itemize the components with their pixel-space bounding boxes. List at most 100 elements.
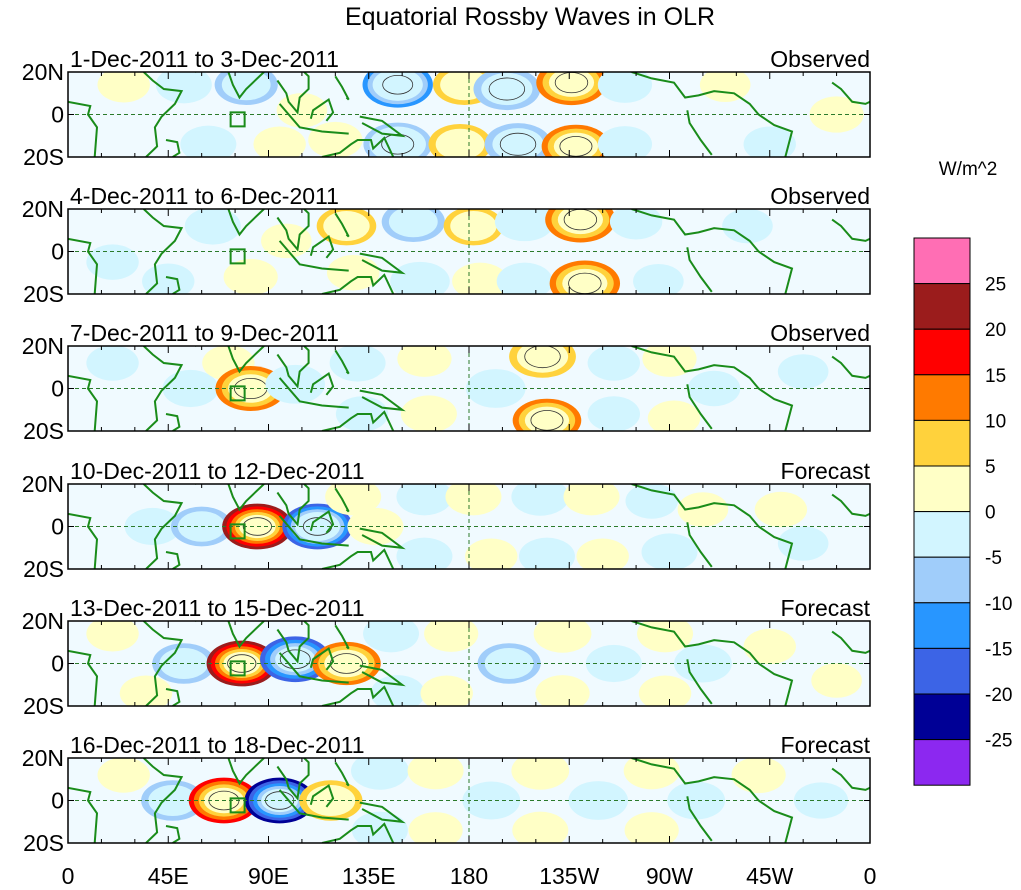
coast-1 (68, 374, 99, 431)
anomaly-blob-8 (396, 537, 453, 569)
coast-12 (686, 384, 713, 430)
anomaly-blob-18 (754, 491, 808, 528)
x-tick-label: 45W (746, 863, 794, 889)
coast-8 (334, 349, 350, 375)
panel-type-label: Observed (770, 183, 870, 209)
coast-9 (359, 664, 406, 687)
panel-period-label: 4-Dec-2011 to 6-Dec-2011 (70, 183, 339, 209)
coast-10 (321, 548, 395, 569)
coast-8 (334, 624, 350, 650)
anomaly-blob-12 (512, 811, 569, 843)
anomaly-blob-16 (647, 400, 701, 431)
coast-1 (68, 786, 99, 843)
coast-13 (831, 81, 870, 105)
anomaly-blob-7 (326, 255, 380, 291)
y-tick-label: 0 (51, 376, 64, 402)
anomaly-blob-13 (587, 346, 640, 381)
coast-6 (278, 103, 349, 135)
panel-type-label: Observed (770, 320, 870, 346)
anomaly-blob-16 (641, 533, 698, 569)
panel-period-label: 10-Dec-2011 to 12-Dec-2011 (70, 458, 365, 484)
anomaly-blob-16 (638, 675, 692, 706)
panel-5: 20N 0 20S 13-Dec-2011 to 15-Dec-2011 Forecas… (22, 595, 871, 719)
anomaly-blob-14 (545, 209, 616, 243)
x-tick-label: 90E (248, 863, 289, 889)
anomaly-blob-19 (743, 126, 796, 157)
anomaly-blob-9 (408, 812, 463, 843)
coast-4 (195, 621, 265, 649)
y-tick-label: 20S (23, 830, 64, 856)
anomaly-blob-11 (511, 484, 570, 516)
panel-3: 20N 0 20S 7-Dec-2011 to 9-Dec-2011 Observed (22, 320, 871, 444)
anomaly-blob-17 (597, 126, 653, 157)
colorbar-swatch-12 (913, 739, 971, 786)
coast-11 (631, 484, 794, 569)
anomaly-blob-6 (347, 507, 404, 546)
panel-period-label: 13-Dec-2011 to 15-Dec-2011 (70, 595, 365, 621)
region-box (229, 248, 246, 265)
coastlines (68, 484, 870, 569)
coast-6 (278, 515, 349, 547)
colorbar-label: -15 (985, 639, 1012, 660)
colorbar-units: W/m^2 (939, 159, 998, 180)
colorbar-label: -25 (985, 731, 1012, 752)
anomaly-blob-8 (381, 209, 445, 243)
coast-5 (276, 621, 310, 664)
anomaly-blob-12 (494, 209, 555, 242)
x-tick-label: 135E (342, 863, 396, 889)
coast-3 (165, 276, 181, 294)
coast-9 (359, 801, 406, 824)
coast-9 (359, 252, 406, 275)
anomaly-blob-1 (97, 72, 150, 103)
coast-13 (831, 218, 870, 242)
coast-9 (359, 389, 406, 412)
anomaly-blob-13 (568, 781, 629, 820)
coast-5 (276, 484, 310, 527)
anomaly-blob-10 (420, 675, 473, 706)
anomaly-blob-1 (86, 346, 139, 381)
anomaly-blob-4 (223, 258, 278, 294)
colorbar-label: 25 (985, 275, 1006, 296)
anomaly-blob-14 (587, 396, 640, 431)
coastlines (68, 209, 870, 294)
anomaly-blob-1 (86, 621, 139, 652)
coast-7 (309, 372, 335, 396)
y-tick-label: 20S (23, 418, 64, 444)
coast-4 (195, 758, 265, 786)
coast-3 (165, 688, 181, 706)
coast-12 (686, 522, 713, 568)
anomaly-blob-6 (350, 758, 409, 790)
coast-4 (195, 209, 265, 237)
colorbar-swatch-10 (913, 647, 971, 695)
colorbar-swatch-2 (913, 283, 971, 330)
anomaly-blob-16 (597, 72, 653, 103)
y-tick-label: 20S (23, 556, 64, 582)
colorbar-label: -10 (985, 594, 1012, 615)
coast-3 (165, 551, 181, 569)
coast-7 (309, 510, 335, 534)
anomaly-blob-13 (496, 262, 553, 294)
coast-8 (334, 487, 350, 513)
anomaly-blob-18 (699, 72, 751, 103)
coastlines (68, 758, 870, 843)
x-tick-label: 180 (450, 863, 488, 889)
region-box (229, 797, 246, 814)
y-tick-label: 20N (22, 333, 64, 359)
y-tick-label: 0 (51, 239, 64, 265)
colorbar-swatch-8 (913, 556, 971, 604)
coast-1 (68, 649, 99, 706)
anomaly-blob-14 (623, 758, 680, 790)
coast-6 (278, 240, 349, 272)
x-tick-label: 0 (62, 863, 75, 889)
colorbar-label: -20 (985, 685, 1012, 706)
y-tick-label: 20S (23, 693, 64, 719)
anomaly-blob-13 (535, 675, 590, 706)
coast-2 (143, 621, 184, 706)
region-box (229, 111, 246, 128)
colorbar: W/m^2 25 20 15 10 5 0 -5 -10 -15 -20 -25 (913, 159, 1012, 786)
coast-5 (276, 209, 310, 252)
x-tick-label: 45E (148, 863, 189, 889)
panel-1: 20N 0 20S 1-Dec-2011 to 3-Dec-2011 Observed (22, 46, 871, 170)
colorbar-swatch-3 (913, 328, 971, 376)
